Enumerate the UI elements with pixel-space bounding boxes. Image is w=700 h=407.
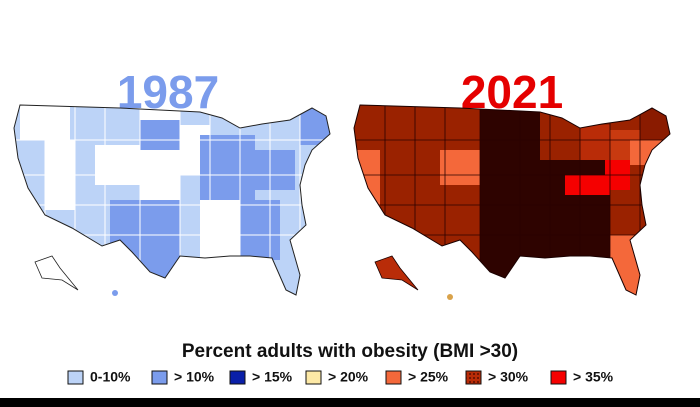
legend-swatch — [151, 370, 168, 385]
legend-swatch-pattern — [466, 371, 481, 384]
legend-swatch — [550, 370, 567, 385]
map-2021 — [353, 104, 671, 300]
legend-swatch — [385, 370, 402, 385]
map-1987 — [13, 104, 331, 296]
legend-label: > 15% — [252, 369, 293, 385]
legend-label: > 10% — [174, 369, 215, 385]
legend-label: > 30% — [488, 369, 529, 385]
bottom-bar — [0, 398, 700, 407]
legend-swatch — [229, 370, 246, 385]
legend: 0-10% > 10% > 15% > 20% > 25% > 30% > 35% — [67, 369, 614, 385]
legend-swatch — [305, 370, 322, 385]
legend-swatch — [67, 370, 84, 385]
legend-label: > 35% — [573, 369, 614, 385]
legend-label: 0-10% — [90, 369, 131, 385]
legend-title: Percent adults with obesity (BMI >30) — [182, 341, 518, 362]
legend-label: > 25% — [408, 369, 449, 385]
legend-label: > 20% — [328, 369, 369, 385]
